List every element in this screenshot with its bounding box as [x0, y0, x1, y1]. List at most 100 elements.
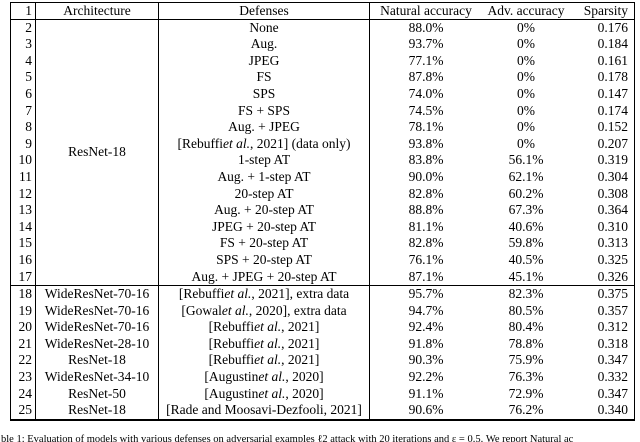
cell-sparsity: 0.325: [597, 251, 628, 267]
row-number: 10: [11, 152, 36, 169]
row-number: 11: [11, 168, 36, 186]
row-number: 18: [11, 286, 36, 303]
cell-defense: [Rebuffi et al., 2021], extra data: [159, 286, 370, 303]
cell-defense: [Rebuffi et al., 2021]: [159, 335, 370, 353]
cell-adv-accuracy: 0%: [517, 85, 535, 101]
cell-natural-accuracy: 82.8%: [408, 185, 444, 201]
table-row: Aug. + 1-step AT 90.0% 62.1% 0.304: [159, 168, 634, 186]
cell-adv-accuracy: 56.1%: [508, 152, 544, 168]
table-row: JPEG 77.1% 0% 0.161: [159, 52, 634, 70]
cell-sparsity: 0.326: [597, 268, 628, 284]
row-number: 4: [11, 52, 36, 70]
table-row: 18 WideResNet-70-16 [Rebuffi et al., 2021]…: [11, 286, 634, 303]
cell-defense: Aug. + 1-step AT: [159, 168, 370, 186]
cell-defense: FS + 20-step AT: [159, 235, 370, 252]
header-defenses: Defenses: [159, 3, 370, 19]
cell-defense: FS: [159, 69, 370, 86]
row-number: 16: [11, 251, 36, 269]
table-row: Aug. + JPEG + 20-step AT 87.1% 45.1% 0.326: [159, 268, 634, 286]
table-row: Aug. + 20-step AT 88.8% 67.3% 0.364: [159, 202, 634, 219]
table-caption: ble 1: Evaluation of models with various…: [1, 434, 574, 442]
cell-adv-accuracy: 0%: [517, 52, 535, 68]
row-number: 14: [11, 218, 36, 236]
cell-natural-accuracy: 74.0%: [408, 85, 444, 101]
cell-defense: Aug.: [159, 36, 370, 53]
cell-adv-accuracy: 76.2%: [508, 402, 544, 418]
row-number: 23: [11, 369, 36, 386]
cell-adv-accuracy: 78.8%: [508, 335, 544, 351]
table-row: [Rebuffi et al., 2021] (data only) 93.8% 0…: [159, 135, 634, 153]
table-row: 22 ResNet-18 [Rebuffi et al., 2021] 90.3% 75…: [11, 352, 634, 370]
cell-defense: None: [159, 19, 370, 37]
cell-defense: Aug. + JPEG: [159, 119, 370, 136]
cell-defense: [Gowal et al., 2020], extra data: [159, 302, 370, 320]
cell-natural-accuracy: 83.8%: [408, 152, 444, 168]
cell-sparsity: 0.332: [597, 369, 628, 385]
table-row: 19 WideResNet-70-16 [Gowal et al., 2020], …: [11, 302, 634, 320]
cell-natural-accuracy: 93.7%: [408, 36, 444, 52]
row-number-column: 2 3 4 5 6 7 8 9 10 11 12 13 14 15 16 17: [11, 19, 36, 286]
cell-natural-accuracy: 92.2%: [408, 369, 444, 385]
table-row: 23 WideResNet-34-10 [Augustin et al., 2020…: [11, 369, 634, 386]
cell-adv-accuracy: 40.6%: [508, 218, 544, 234]
cell-natural-accuracy: 92.4%: [408, 319, 444, 335]
cell-natural-accuracy: 93.8%: [408, 135, 444, 151]
table-row: None 88.0% 0% 0.176: [159, 19, 634, 37]
table-row: FS 87.8% 0% 0.178: [159, 69, 634, 86]
row-number: 22: [11, 352, 36, 370]
row-number: 25: [11, 402, 36, 419]
row-number: 20: [11, 319, 36, 336]
cell-sparsity: 0.147: [597, 85, 628, 101]
cell-natural-accuracy: 91.1%: [408, 385, 444, 401]
cell-defense: SPS: [159, 85, 370, 103]
cell-natural-accuracy: 95.7%: [408, 286, 444, 302]
row-number: 3: [11, 36, 36, 53]
cell-defense: [Augustin et al., 2020]: [159, 385, 370, 403]
cell-defense: JPEG + 20-step AT: [159, 218, 370, 236]
cell-sparsity: 0.174: [597, 102, 628, 118]
table-row: Aug. + JPEG 78.1% 0% 0.152: [159, 119, 634, 136]
row-number: 8: [11, 119, 36, 136]
cell-adv-accuracy: 80.5%: [508, 302, 544, 318]
cell-sparsity: 0.161: [597, 52, 628, 68]
cell-adv-accuracy: 0%: [517, 36, 535, 52]
table-section-robust-models: 18 WideResNet-70-16 [Rebuffi et al., 2021]…: [11, 285, 634, 419]
header-sparsity: Sparsity: [583, 2, 628, 18]
cell-natural-accuracy: 82.8%: [408, 235, 444, 251]
cell-adv-accuracy: 82.3%: [508, 286, 544, 302]
cell-natural-accuracy: 91.8%: [408, 335, 444, 351]
cell-defense: [Rebuffi et al., 2021]: [159, 352, 370, 370]
cell-natural-accuracy: 87.8%: [408, 69, 444, 85]
table-row: SPS + 20-step AT 76.1% 40.5% 0.325: [159, 251, 634, 269]
cell-sparsity: 0.364: [597, 202, 628, 218]
cell-sparsity: 0.310: [597, 218, 628, 234]
table-header-row: 1 Architecture Defenses Natural accuracy…: [11, 3, 634, 20]
cell-sparsity: 0.375: [597, 286, 628, 302]
table-row: 25 ResNet-18 [Rade and Moosavi-Dezfooli, 2…: [11, 402, 634, 419]
cell-architecture: WideResNet-70-16: [36, 302, 159, 320]
cell-defense: 1-step AT: [159, 152, 370, 169]
table-row: SPS 74.0% 0% 0.147: [159, 85, 634, 103]
cell-adv-accuracy: 0%: [517, 19, 535, 35]
cell-adv-accuracy: 76.3%: [508, 369, 544, 385]
cell-adv-accuracy: 0%: [517, 135, 535, 151]
cell-sparsity: 0.313: [597, 235, 628, 251]
cell-sparsity: 0.347: [597, 352, 628, 368]
cell-natural-accuracy: 90.3%: [408, 352, 444, 368]
cell-natural-accuracy: 77.1%: [408, 52, 444, 68]
cell-natural-accuracy: 78.1%: [408, 119, 444, 135]
cell-adv-accuracy: 60.2%: [508, 185, 544, 201]
cell-defense: Aug. + 20-step AT: [159, 202, 370, 219]
cell-architecture-merged: ResNet-18: [36, 19, 159, 286]
cell-adv-accuracy: 0%: [517, 102, 535, 118]
cell-sparsity: 0.340: [597, 402, 628, 418]
header-architecture: Architecture: [36, 3, 159, 19]
cell-adv-accuracy: 59.8%: [508, 235, 544, 251]
table-row: 20-step AT 82.8% 60.2% 0.308: [159, 185, 634, 203]
cell-natural-accuracy: 90.6%: [408, 402, 444, 418]
cell-architecture: ResNet-18: [36, 352, 159, 370]
cell-architecture: WideResNet-34-10: [36, 369, 159, 386]
cell-natural-accuracy: 88.8%: [408, 202, 444, 218]
cell-defense: 20-step AT: [159, 185, 370, 203]
